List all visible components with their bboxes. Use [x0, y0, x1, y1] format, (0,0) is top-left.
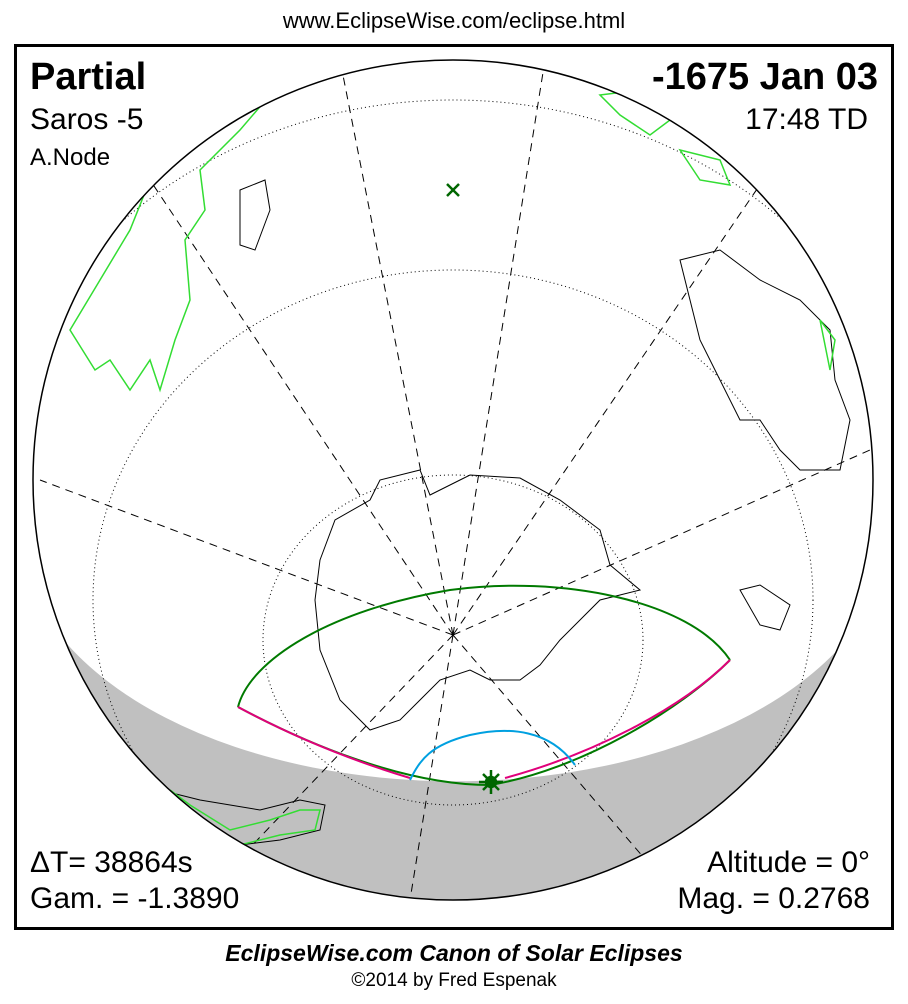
greatest-eclipse-star-marker: [479, 770, 503, 794]
max-eclipse-line-west: [237, 706, 411, 779]
eclipse-date: -1675 Jan 03: [651, 56, 878, 98]
penumbral-limit-north: [237, 584, 731, 708]
delta-t: ΔT= 38864s: [30, 846, 193, 879]
node: A.Node: [30, 144, 111, 171]
saros-number: Saros -5: [30, 103, 144, 136]
canon-title: EclipseWise.com Canon of Solar Eclipses: [225, 940, 683, 966]
meridians: [39, 60, 871, 900]
globe: [33, 60, 873, 900]
gamma: Gam. = -1.3890: [30, 882, 240, 915]
magnitude: Mag. = 0.2768: [677, 882, 870, 915]
altitude: Altitude = 0°: [707, 846, 870, 879]
copyright: ©2014 by Fred Espenak: [351, 970, 557, 991]
globe-outline: [32, 59, 874, 901]
eclipse-time: 17:48 TD: [745, 103, 868, 136]
max-eclipse-line-east: [504, 659, 731, 779]
sub-solar-x-marker: [446, 183, 460, 197]
sunrise-curve: [409, 729, 576, 781]
eclipse-type: Partial: [30, 56, 147, 98]
page-url: www.EclipseWise.com/eclipse.html: [282, 8, 626, 33]
map-frame: [14, 44, 894, 930]
night-shadow: [33, 520, 873, 900]
latitude-circles: [33, 99, 873, 900]
